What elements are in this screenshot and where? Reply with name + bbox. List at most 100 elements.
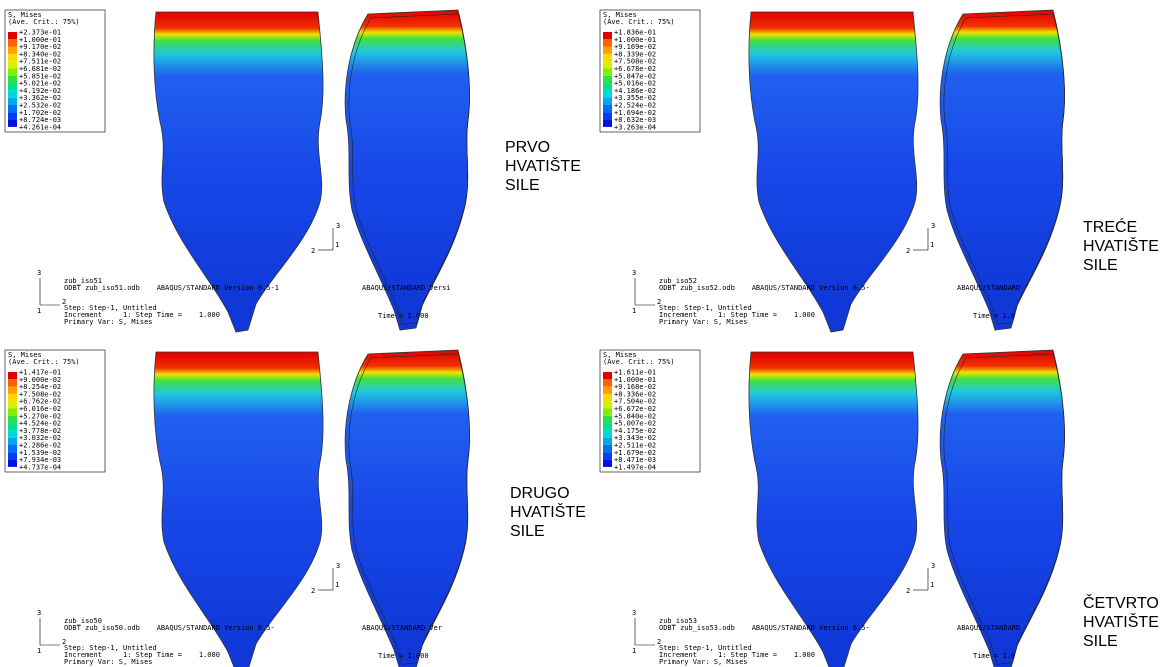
legend-value: +8.339e-02 bbox=[614, 50, 656, 58]
legend-swatch bbox=[8, 372, 17, 380]
triad-label: 2 bbox=[62, 298, 66, 306]
legend-value: +8.340e-02 bbox=[19, 50, 61, 58]
legend-swatch bbox=[8, 112, 17, 120]
legend-swatch bbox=[603, 112, 612, 120]
footer-variable: Primary Var: S, Mises bbox=[659, 318, 748, 326]
footer-step: Step: Step-1, Untitled bbox=[659, 644, 752, 652]
legend-value: +5.021e-02 bbox=[19, 80, 61, 88]
legend-value: +3.778e-02 bbox=[19, 427, 61, 435]
triad-label: 1 bbox=[632, 647, 636, 655]
triad-label: 2 bbox=[311, 247, 315, 255]
legend-value: +1.679e-02 bbox=[614, 449, 656, 457]
load-label: HVATIŠTE bbox=[1083, 612, 1159, 631]
legend-value: +1.000e-01 bbox=[19, 36, 61, 44]
triad-label: 2 bbox=[311, 587, 315, 595]
footer-variable: Primary Var: S, Mises bbox=[64, 318, 153, 326]
legend-title: S, Mises bbox=[8, 351, 42, 359]
legend-swatch bbox=[8, 401, 17, 409]
legend-swatch bbox=[8, 90, 17, 98]
triad-label: 2 bbox=[657, 638, 661, 646]
legend-swatch bbox=[8, 408, 17, 416]
legend-swatch bbox=[603, 90, 612, 98]
load-label: SILE bbox=[510, 523, 545, 540]
legend-value: +2.524e-02 bbox=[614, 102, 656, 110]
legend-value: +4.524e-02 bbox=[19, 420, 61, 428]
legend-swatch bbox=[8, 452, 17, 460]
load-label: SILE bbox=[1083, 257, 1118, 274]
legend-value: +9.000e-02 bbox=[19, 376, 61, 384]
footer-model: zub_iso53 bbox=[659, 617, 697, 625]
legend-swatch bbox=[8, 46, 17, 54]
legend-swatch bbox=[603, 437, 612, 445]
triad-label: 3 bbox=[632, 609, 636, 617]
triad-label: 3 bbox=[632, 269, 636, 277]
legend-swatch bbox=[603, 61, 612, 69]
legend-value: +2.373e-01 bbox=[19, 29, 61, 37]
legend-value: +3.032e-02 bbox=[19, 434, 61, 442]
legend-value: +4.192e-02 bbox=[19, 87, 61, 95]
legend-swatch bbox=[8, 105, 17, 113]
legend-swatch bbox=[603, 423, 612, 431]
load-label: DRUGO bbox=[510, 485, 570, 502]
legend-box bbox=[599, 9, 701, 133]
tooth-left bbox=[153, 11, 324, 333]
legend-value: +4.737e-04 bbox=[19, 463, 61, 471]
legend-value: +6.672e-02 bbox=[614, 405, 656, 413]
legend-swatch bbox=[8, 393, 17, 402]
legend-value: +2.286e-02 bbox=[19, 442, 61, 450]
legend-value: +7.511e-02 bbox=[19, 58, 61, 66]
triad-label: 1 bbox=[930, 241, 934, 249]
legend-value: +8.254e-02 bbox=[19, 383, 61, 391]
footer-model: zub_iso51 bbox=[64, 277, 102, 285]
overlay-text: ABAQUS/STANDARD ' bbox=[957, 284, 1029, 292]
tooth-right bbox=[939, 349, 1065, 667]
footer-odb: ODBT zub_iso50.odb ABAQUS/STANDARD Versi… bbox=[64, 624, 275, 632]
legend-swatch bbox=[8, 415, 17, 424]
footer-odb: ODBT zub_iso52.odb ABAQUS/STANDARD Versi… bbox=[659, 284, 870, 292]
legend-swatch bbox=[603, 393, 612, 402]
tooth-right bbox=[344, 349, 470, 667]
legend-value: +5.840e-02 bbox=[614, 412, 656, 420]
legend-value: +6.678e-02 bbox=[614, 65, 656, 73]
triad-label: 3 bbox=[336, 222, 340, 230]
footer-increment: Increment 1: Step Time = 1.000 bbox=[659, 651, 815, 659]
legend-value: +1.539e-02 bbox=[19, 449, 61, 457]
legend-swatch bbox=[603, 445, 612, 453]
legend-value: +3.362e-02 bbox=[19, 94, 61, 102]
panel: S, Mises(Ave. Crit.: 75%) +1.836e-01+1.00… bbox=[599, 9, 1065, 333]
footer-model: zub_iso50 bbox=[64, 617, 102, 625]
legend-value: +5.016e-02 bbox=[614, 80, 656, 88]
legend-value: +5.007e-02 bbox=[614, 420, 656, 428]
legend-value: +2.532e-02 bbox=[19, 102, 61, 110]
overlay-text: Time = 1.000 bbox=[378, 652, 429, 660]
legend-swatch bbox=[603, 430, 612, 438]
legend-value: +1.000e-01 bbox=[614, 376, 656, 384]
legend-swatch bbox=[603, 46, 612, 54]
legend-box bbox=[4, 349, 106, 473]
legend-swatch bbox=[603, 372, 612, 380]
load-label: ČETVRTO bbox=[1083, 593, 1159, 612]
legend-swatch bbox=[8, 61, 17, 69]
legend-swatch bbox=[603, 386, 612, 394]
triad-label: 1 bbox=[930, 581, 934, 589]
footer-variable: Primary Var: S, Mises bbox=[659, 658, 748, 666]
footer-variable: Primary Var: S, Mises bbox=[64, 658, 153, 666]
tooth-left bbox=[748, 351, 919, 667]
legend-swatch bbox=[8, 68, 17, 76]
legend-value: +3.355e-02 bbox=[614, 94, 656, 102]
footer-odb: ODBT zub_iso53.odb ABAQUS/STANDARD Versi… bbox=[659, 624, 870, 632]
legend-swatch bbox=[603, 39, 612, 47]
triad-label: 1 bbox=[335, 241, 339, 249]
legend-swatch bbox=[603, 32, 612, 40]
load-label: HVATIŠTE bbox=[510, 502, 586, 521]
legend-swatch bbox=[603, 119, 612, 127]
legend-value: +6.762e-02 bbox=[19, 398, 61, 406]
legend-swatch bbox=[603, 97, 612, 105]
load-label: SILE bbox=[1083, 633, 1118, 650]
legend-value: +6.016e-02 bbox=[19, 405, 61, 413]
load-label: HVATIŠTE bbox=[505, 156, 581, 175]
load-label: PRVO bbox=[505, 139, 550, 156]
legend-value: +7.934e-03 bbox=[19, 456, 61, 464]
legend-value: +9.168e-02 bbox=[614, 383, 656, 391]
